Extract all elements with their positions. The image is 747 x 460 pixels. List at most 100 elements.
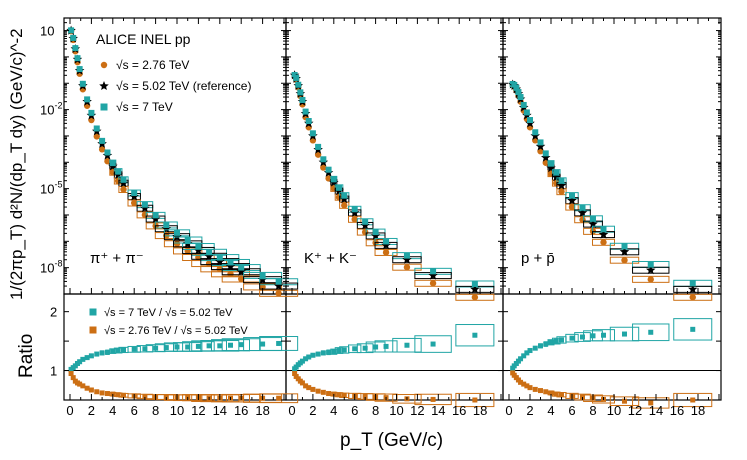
ratio-point-2-76 bbox=[68, 371, 74, 376]
point-5-02 bbox=[535, 141, 546, 151]
point-5-02 bbox=[140, 203, 150, 213]
point-5-02 bbox=[204, 251, 214, 261]
ratio-point-2-76 bbox=[518, 379, 524, 385]
ratio-point-2-76 bbox=[548, 390, 554, 396]
x-tick-label: 10 bbox=[607, 403, 621, 418]
point-7 bbox=[579, 204, 586, 211]
y-tick-label: 10 bbox=[40, 24, 54, 39]
ratio-point-7 bbox=[569, 335, 575, 341]
point-5-02 bbox=[646, 265, 656, 275]
point-7 bbox=[647, 261, 654, 268]
ratio-point-7 bbox=[315, 351, 321, 357]
y-tick-label-exponent: -8 bbox=[54, 259, 62, 269]
point-7 bbox=[302, 108, 309, 115]
ratio-point-7 bbox=[336, 348, 342, 354]
point-7 bbox=[70, 34, 77, 41]
ratio-point-7 bbox=[622, 331, 627, 337]
ratio-point-2-76 bbox=[80, 383, 86, 389]
point-2-76 bbox=[320, 164, 327, 171]
ratio-point-2-76 bbox=[559, 392, 564, 398]
point-7 bbox=[515, 89, 522, 96]
point-5-02 bbox=[381, 240, 391, 250]
x-tick-label: 14 bbox=[213, 403, 227, 418]
point-5-02 bbox=[349, 207, 360, 217]
point-2-76 bbox=[227, 270, 234, 278]
point-2-76 bbox=[341, 202, 348, 209]
point-7 bbox=[297, 89, 304, 96]
ratio-syst-box-7 bbox=[673, 318, 713, 341]
ratio-point-2-76 bbox=[320, 389, 326, 395]
x-tick-label: 8 bbox=[372, 403, 379, 418]
point-5-02 bbox=[193, 245, 204, 255]
ratio-point-7 bbox=[352, 346, 358, 352]
ratio-syst-box-2-76 bbox=[609, 396, 640, 406]
x-tick-label: 16 bbox=[234, 403, 248, 418]
x-tick-label: 4 bbox=[547, 403, 554, 418]
legend-label-5-02: √s = 5.02 TeV (reference) bbox=[116, 79, 251, 93]
ratio-syst-box-2-76 bbox=[673, 392, 713, 408]
ratio-syst-box-2-76 bbox=[632, 397, 670, 409]
particle-label-protons: p + p̄ bbox=[521, 250, 555, 267]
point-7 bbox=[553, 169, 560, 176]
y-tick-label: 10-2 bbox=[40, 101, 62, 118]
ratio-point-7 bbox=[553, 338, 559, 344]
point-2-76 bbox=[647, 276, 654, 283]
ratio-point-7 bbox=[94, 351, 100, 357]
point-7 bbox=[689, 280, 696, 287]
point-7 bbox=[238, 264, 245, 271]
legend-label-7: √s = 7 TeV bbox=[116, 100, 173, 114]
point-7 bbox=[88, 109, 95, 116]
point-7 bbox=[362, 218, 369, 225]
ratio-syst-box-7 bbox=[392, 337, 422, 353]
point-2-76 bbox=[600, 239, 607, 246]
point-5-02 bbox=[588, 219, 598, 229]
ratio-syst-box-7 bbox=[356, 343, 374, 354]
point-5-02 bbox=[402, 254, 412, 264]
x-tick-label: 6 bbox=[351, 403, 358, 418]
panel-2-series bbox=[507, 79, 713, 409]
ratio-legend-marker-2-76 bbox=[89, 326, 97, 334]
x-tick-label: 18 bbox=[691, 403, 705, 418]
ratio-point-7 bbox=[195, 343, 201, 349]
point-7 bbox=[430, 268, 437, 275]
ratio-point-7 bbox=[548, 339, 554, 345]
y-axis-title-spectra: 1/(2πp_T) d²N/(dp_T dy) (GeV/c)^-2 bbox=[7, 28, 26, 300]
ratio-point-7 bbox=[310, 352, 316, 358]
point-7 bbox=[383, 238, 390, 245]
point-2-76 bbox=[403, 264, 411, 271]
point-7 bbox=[336, 184, 343, 191]
ratio-y-tick-label: 1 bbox=[50, 364, 57, 379]
ratio-point-7 bbox=[306, 354, 312, 360]
point-2-76 bbox=[361, 228, 369, 236]
point-5-02 bbox=[161, 223, 172, 233]
point-7 bbox=[341, 192, 348, 199]
point-7 bbox=[84, 96, 91, 103]
point-2-76 bbox=[621, 256, 628, 264]
point-7 bbox=[320, 156, 327, 163]
point-2-76 bbox=[471, 294, 479, 301]
ratio-point-2-76 bbox=[341, 392, 347, 398]
legend-marker-7 bbox=[100, 103, 108, 111]
point-7 bbox=[520, 101, 527, 108]
y-tick-label: 10-8 bbox=[40, 259, 62, 276]
ratio-point-2-76 bbox=[299, 380, 305, 386]
point-7 bbox=[295, 81, 302, 88]
ratio-point-7 bbox=[84, 355, 90, 361]
point-7 bbox=[275, 278, 282, 285]
ratio-point-7 bbox=[532, 345, 538, 351]
point-5-02 bbox=[470, 284, 480, 294]
x-tick-label: 16 bbox=[452, 403, 466, 418]
ratio-point-2-76 bbox=[99, 390, 105, 396]
ratio-point-2-76 bbox=[553, 391, 559, 397]
point-7 bbox=[93, 125, 100, 132]
ratio-syst-box-2-76 bbox=[414, 393, 452, 406]
ratio-syst-box-7 bbox=[592, 329, 615, 342]
ratio-point-7 bbox=[690, 326, 696, 332]
point-7 bbox=[99, 137, 106, 144]
point-2-76 bbox=[173, 240, 181, 247]
point-7 bbox=[152, 212, 159, 219]
ratio-point-2-76 bbox=[115, 392, 121, 398]
point-7 bbox=[206, 249, 213, 256]
point-5-02 bbox=[556, 180, 567, 190]
ratio-panel-frame bbox=[502, 293, 722, 401]
